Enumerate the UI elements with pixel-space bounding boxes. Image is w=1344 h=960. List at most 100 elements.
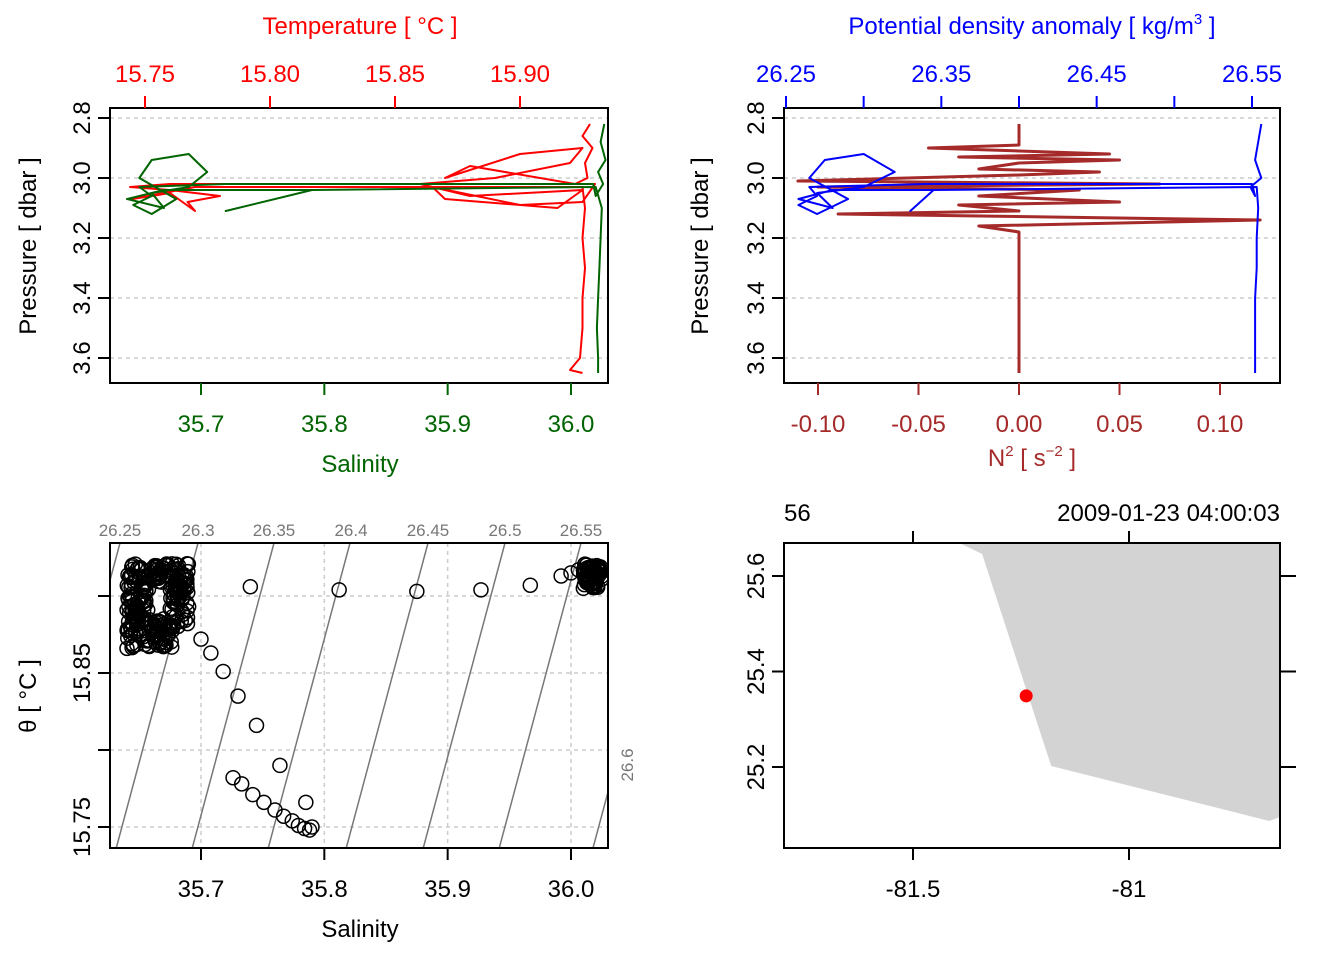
grid — [784, 117, 1280, 359]
station-label: 56 — [784, 500, 811, 527]
x-tick-label: -81 — [1112, 876, 1147, 903]
x-tick-label: 0.05 — [1096, 411, 1143, 438]
station-datetime: 2009-01-23 04:00:03 — [1057, 500, 1280, 527]
y-tick-label: 25.2 — [743, 744, 770, 791]
axis-title-theta: θ [ °C ] — [15, 659, 42, 733]
ts-point — [124, 635, 140, 652]
isopycnal-line — [592, 789, 608, 848]
x-tick-label: 0.00 — [996, 411, 1043, 438]
isopycnal-labels: 26.25 26.3 26.35 26.4 26.45 26.5 26.55 26.6 — [99, 521, 637, 782]
ts-point — [158, 637, 174, 654]
y-tick-label: 3.6 — [743, 341, 770, 374]
ts-point — [563, 565, 579, 581]
ts-point — [203, 645, 219, 661]
ts-points — [119, 556, 608, 838]
x-tick-label: 35.9 — [424, 411, 471, 438]
ts-point — [121, 598, 137, 615]
axis-title-pressure: Pressure [ dbar ] — [15, 157, 42, 334]
ts-point — [135, 628, 152, 645]
land-polygon — [960, 543, 1280, 821]
y-tick-label: 3.2 — [69, 221, 96, 254]
ts-point — [588, 570, 604, 587]
isopycnal-line — [422, 543, 506, 848]
panel-temperature-salinity-profile: 2.8 3.0 3.2 3.4 3.6 15.75 15.80 15.85 15.90 35.… — [15, 13, 609, 478]
y-tick-label: 15.75 — [69, 797, 96, 857]
x-tick-label: 35.9 — [424, 876, 471, 903]
bottom-axis-n2: -0.10 -0.05 0.00 0.05 0.10 — [791, 383, 1244, 438]
isopycnal-label: 26.35 — [253, 521, 296, 540]
ts-point — [586, 577, 603, 594]
ts-point — [137, 611, 154, 627]
x-tick-label: 26.35 — [911, 61, 971, 88]
x-tick-label: 15.75 — [115, 61, 175, 88]
isopycnal-line — [191, 543, 275, 848]
y-tick-label: 3.2 — [743, 221, 770, 254]
ts-point — [122, 569, 139, 586]
ts-point — [570, 562, 587, 578]
ts-point — [230, 688, 246, 704]
x-axis-longitude: -81.5 -81 — [886, 848, 1147, 903]
x-tick-label: 26.45 — [1067, 61, 1127, 88]
ts-point — [304, 819, 320, 835]
series-line-temperature — [129, 123, 596, 374]
x-tick-label: 36.0 — [548, 876, 595, 903]
isopycnal-label: 26.4 — [334, 521, 367, 540]
plot-frame — [109, 542, 609, 849]
ts-point — [167, 561, 183, 578]
ts-point — [148, 619, 165, 635]
x-tick-label: 15.90 — [490, 61, 550, 88]
ts-point — [553, 568, 569, 584]
bottom-axis-salinity: 35.7 35.8 35.9 36.0 — [178, 383, 595, 438]
ts-point — [156, 616, 172, 633]
y-tick-label: 3.4 — [743, 281, 770, 314]
y-tick-label: 15.85 — [69, 643, 96, 703]
ts-point — [298, 794, 314, 811]
ts-point — [473, 582, 489, 598]
ts-point — [215, 663, 231, 680]
ts-point — [165, 594, 181, 610]
y-axis-theta: 15.75 15.85 — [69, 595, 110, 857]
ts-point — [586, 562, 603, 579]
y-tick-label: 3.0 — [69, 161, 96, 194]
x-tick-label: 26.25 — [756, 61, 816, 88]
y-tick-label: 3.6 — [69, 341, 96, 374]
ts-point — [409, 583, 425, 600]
ts-point — [127, 624, 144, 640]
isopycnal-label: 26.55 — [560, 521, 603, 540]
y-tick-label: 3.0 — [743, 161, 770, 194]
isopycnal-line — [267, 543, 351, 848]
x-tick-label: 15.80 — [240, 61, 300, 88]
ts-point — [242, 579, 259, 595]
isopycnal-lines — [110, 543, 608, 848]
y-axis-pressure: 2.8 3.0 3.2 3.4 3.6 — [69, 101, 110, 375]
x-tick-label: -0.10 — [791, 411, 846, 438]
axis-title-pressure: Pressure [ dbar ] — [687, 157, 714, 334]
ts-point — [152, 635, 168, 652]
ts-point — [173, 613, 190, 630]
y-tick-label: 2.8 — [69, 101, 96, 134]
isopycnal-label: 26.5 — [488, 521, 521, 540]
x-tick-label: 15.85 — [365, 61, 425, 88]
ts-point — [233, 776, 250, 792]
x-tick-label: 35.8 — [301, 411, 348, 438]
ts-point — [331, 582, 347, 598]
series-group — [796, 123, 1263, 373]
top-axis-density: 26.25 26.35 26.45 26.55 — [756, 61, 1282, 108]
frame-ticks — [912, 531, 1296, 768]
x-axis-salinity: 35.7 35.8 35.9 36.0 — [178, 848, 595, 903]
ts-point — [119, 621, 136, 637]
ts-point — [135, 602, 152, 619]
isopycnal-line — [498, 543, 582, 848]
x-tick-label: 35.7 — [178, 876, 225, 903]
ts-point — [256, 794, 272, 811]
x-tick-label: 0.10 — [1197, 411, 1244, 438]
axis-title-salinity: Salinity — [321, 451, 398, 478]
y-axis-latitude: 25.2 25.4 25.6 — [743, 553, 784, 791]
y-axis-pressure: 2.8 3.0 3.2 3.4 3.6 — [743, 101, 784, 375]
y-tick-label: 3.4 — [69, 281, 96, 314]
x-tick-label: 36.0 — [548, 411, 595, 438]
station-marker[interactable] — [1019, 689, 1033, 703]
ts-point — [125, 625, 141, 642]
axis-title-salinity: Salinity — [321, 916, 398, 943]
